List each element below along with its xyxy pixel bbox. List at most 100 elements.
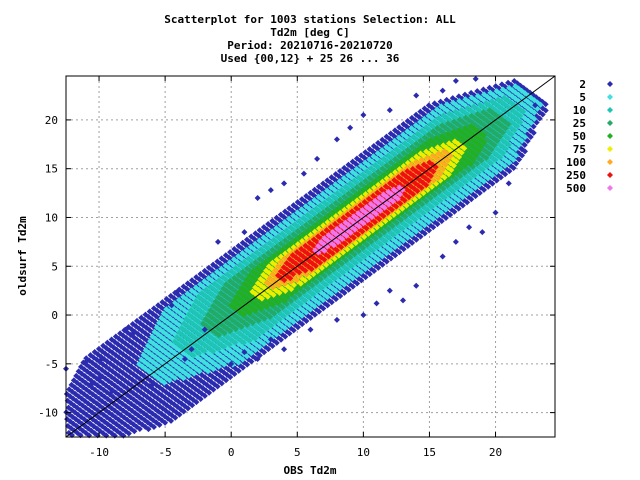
scatter-point-5 <box>299 312 306 319</box>
chart-title-line-4: Used {00,12} + 25 26 ... 36 <box>221 52 400 65</box>
scatter-point-5 <box>294 315 301 322</box>
scatter-point-2 <box>123 334 130 341</box>
scatter-point-2 <box>201 392 208 399</box>
scatter-point-2 <box>362 274 369 281</box>
scatter-point-5 <box>204 368 211 375</box>
scatter-point-2 <box>542 107 549 114</box>
scatter-point-2 <box>375 264 382 271</box>
scatter-point-2 <box>438 218 445 225</box>
scatter-point-2 <box>248 358 255 365</box>
scatter-point-2 <box>294 324 301 331</box>
scatter-point-2 <box>481 186 488 193</box>
scatter-point-2 <box>417 233 424 240</box>
scatter-point-5 <box>260 340 267 347</box>
scatter-point-2 <box>396 124 403 131</box>
scatter-point-2 <box>536 115 543 122</box>
scatter-point-2 <box>210 386 217 393</box>
scatter-point-2 <box>290 327 297 334</box>
scatter-point-5 <box>180 375 187 382</box>
scatter-point-2 <box>223 377 230 384</box>
scatter-point-2 <box>184 405 191 412</box>
scatter-point-2 <box>527 133 534 140</box>
scatter-point-2 <box>122 403 129 410</box>
chart-title: Scatterplot for 1003 stations Selection:… <box>164 13 456 65</box>
scatter-point-2 <box>324 302 331 309</box>
scatter-point-2 <box>516 156 523 163</box>
scatter-point-2 <box>413 236 420 243</box>
scatter-point-2 <box>442 214 449 221</box>
scatter-point-2 <box>337 292 344 299</box>
scatter-point-5 <box>161 379 168 386</box>
scatter-point-2 <box>358 277 365 284</box>
scatter-point-2 <box>530 123 537 130</box>
scatter-point-2 <box>273 339 280 346</box>
scatter-point-2 <box>286 330 293 337</box>
scatter-point-2 <box>455 205 462 212</box>
scatter-point-2 <box>426 227 433 234</box>
scatter-point-2 <box>485 183 492 190</box>
scatter-point-5 <box>273 331 280 338</box>
scatter-point-2 <box>278 336 285 343</box>
scatter-point-2 <box>464 199 471 206</box>
scatter-point-2 <box>189 402 196 409</box>
scatter-point-5 <box>166 377 173 384</box>
scatter-point-2 <box>539 111 546 118</box>
scatter-point-2 <box>349 283 356 290</box>
scatter-point-2 <box>396 249 403 256</box>
scatter-point-2 <box>472 193 479 200</box>
scatter-point-2 <box>521 142 528 149</box>
scatter-point-2 <box>265 346 272 353</box>
scatter-point-5 <box>235 359 242 366</box>
scatter-point-5 <box>256 344 263 351</box>
scatter-point-2 <box>542 101 549 108</box>
chart-title-line-1: Scatterplot for 1003 stations Selection:… <box>164 13 456 26</box>
scatter-point-2 <box>387 255 394 262</box>
scatter-point-2 <box>214 383 221 390</box>
scatter-point-5 <box>277 328 284 335</box>
scatter-point-2 <box>231 371 238 378</box>
scatter-point-5 <box>171 375 178 382</box>
scatter-point-2 <box>180 408 187 415</box>
scatter-point-2 <box>493 177 500 184</box>
scatter-point-2 <box>156 421 163 428</box>
scatter-point-2 <box>530 129 537 136</box>
scatter-point-2 <box>218 380 225 387</box>
scatter-point-2 <box>502 171 509 178</box>
scatter-point-2 <box>172 414 179 421</box>
scatter-point-2 <box>145 426 152 433</box>
chart-title-line-3: Period: 20210716-20210720 <box>227 39 393 52</box>
scatter-point-2 <box>122 359 129 366</box>
scatter-point-2 <box>459 202 466 209</box>
scatter-point-2 <box>311 311 318 318</box>
scatter-point-2 <box>227 374 234 381</box>
scatter-point-5 <box>185 372 192 379</box>
scatter-point-2 <box>430 224 437 231</box>
scatter-point-2 <box>447 211 454 218</box>
scatter-point-2 <box>400 246 407 253</box>
scatter-point-2 <box>299 321 306 328</box>
scatter-point-2 <box>341 289 348 296</box>
scatter-point-2 <box>131 428 138 435</box>
scatter-point-5 <box>239 356 246 363</box>
scatter-point-2 <box>320 305 327 312</box>
scatter-point-2 <box>307 314 314 321</box>
scatter-point-2 <box>125 430 132 437</box>
scatter-point-2 <box>506 168 513 175</box>
scatter-point-2 <box>122 428 129 435</box>
chart-title-line-2: Td2m [deg C] <box>270 26 349 39</box>
scatter-point-2 <box>269 342 276 349</box>
scatter-point-5 <box>248 350 255 357</box>
scatter-point-5 <box>252 347 259 354</box>
scatter-point-2 <box>510 164 517 171</box>
scatter-point-2 <box>122 377 129 384</box>
scatter-point-2 <box>379 261 386 268</box>
scatter-point-2 <box>354 280 361 287</box>
scatter-point-5 <box>244 353 251 360</box>
scatter-point-2 <box>497 174 504 181</box>
scatter-point-5 <box>282 325 289 332</box>
scatter-point-2 <box>328 299 335 306</box>
scatter-point-2 <box>489 180 496 187</box>
scatter-point-2 <box>282 333 289 340</box>
scatter-point-5 <box>210 366 217 373</box>
